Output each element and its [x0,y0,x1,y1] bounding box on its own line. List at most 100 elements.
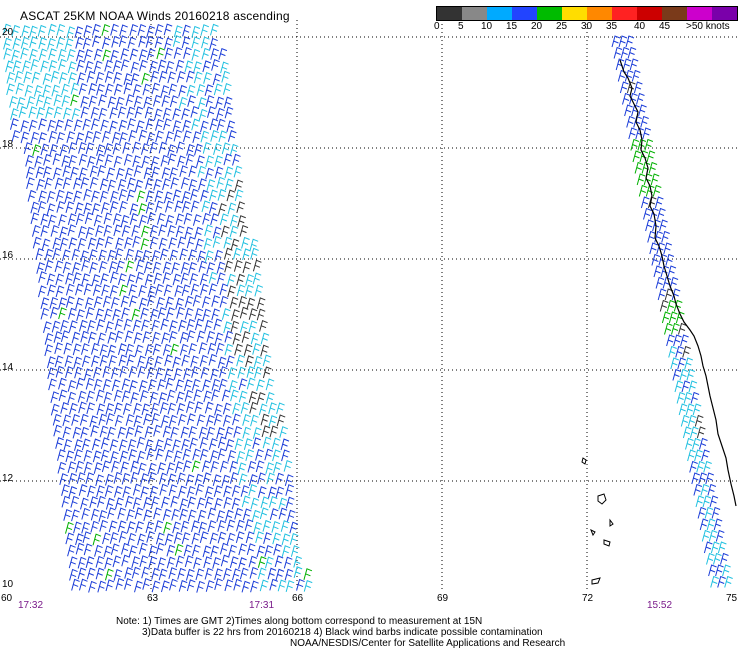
wind-barb [303,579,313,592]
wind-barb [126,106,136,119]
wind-barb [633,115,642,128]
wind-barb [208,271,218,284]
wind-barb [126,354,136,367]
legend-swatch-5 [562,7,587,20]
wind-barb [182,24,191,37]
legend-swatch-9 [662,7,687,20]
wind-barb [201,47,211,60]
wind-barb [200,130,210,143]
wind-barb [217,436,227,449]
wind-barb [47,37,56,50]
wind-barb [201,296,211,308]
wind-barb [10,108,19,120]
wind-barb [91,355,100,367]
wind-barb [234,438,244,450]
wind-barb [95,474,104,487]
wind-barb [197,165,207,178]
wind-barb [90,508,100,521]
wind-barb [154,520,164,532]
wind-barb [214,249,223,262]
wind-barb [95,308,105,321]
wind-barb [53,424,62,437]
wind-barb [65,283,75,296]
wind-barb [217,520,227,532]
wind-barb [219,283,229,296]
wind-barb [182,119,191,132]
wind-barb [68,556,78,569]
wind-barb [89,496,98,509]
wind-barb [90,520,100,533]
wind-barb [169,95,179,108]
wind-barb [177,236,187,249]
wind-barb [117,343,127,355]
wind-barb [70,82,80,95]
lon-tick-label: 72 [582,593,594,604]
wind-barb [123,82,133,95]
wind-barb [144,106,154,119]
wind-barb [23,142,33,154]
wind-barb [199,448,209,461]
wind-barb [146,48,156,61]
wind-barb [175,213,185,226]
wind-barb [119,450,129,463]
wind-barb [668,311,678,324]
wind-barb [104,557,113,570]
wind-barb [125,426,135,439]
wind-barb [260,332,270,345]
wind-barb [630,138,640,151]
wind-barb [720,552,729,565]
wind-barb [140,238,150,250]
wind-barb [110,271,119,284]
wind-barb [81,521,90,534]
wind-barb [45,106,54,119]
wind-barb [155,200,164,213]
wind-barb [38,271,47,283]
wind-barb [48,378,57,391]
wind-barb [253,521,262,534]
wind-barb [58,71,68,84]
wind-barb [65,366,74,378]
wind-barb [159,401,169,414]
wind-barb [225,509,234,522]
wind-barb [231,309,240,321]
wind-barb [204,250,214,263]
wind-barb [253,355,263,368]
wind-barb [152,261,162,274]
wind-barb [61,249,71,262]
wind-barb [220,61,229,74]
wind-barb [178,485,187,498]
wind-barb [254,366,263,379]
wind-barb [217,448,227,460]
wind-barb [172,120,182,132]
wind-barb [278,497,288,510]
lon-tick-label: 75 [726,593,738,604]
wind-barb [25,166,35,179]
wind-barb [212,474,222,487]
wind-barb [77,72,86,85]
wind-barb [173,368,183,380]
wind-barb [685,403,695,416]
wind-barb [698,472,707,485]
wind-barb [642,127,651,140]
wind-barb [86,70,96,83]
wind-barb [142,578,151,590]
wind-barb [145,118,155,130]
wind-barb [165,296,174,309]
wind-barb [254,284,264,297]
wind-barb [190,355,199,368]
wind-barb [107,507,116,520]
wind-barb [105,83,114,96]
wind-barb [33,84,43,97]
wind-barb [118,354,128,367]
wind-barb [101,284,110,297]
wind-barb [70,495,80,508]
wind-barb [125,94,135,106]
wind-barb [129,24,139,36]
wind-barb [177,155,186,168]
wind-barb [192,294,202,307]
wind-barb [153,178,162,191]
wind-barb [179,343,189,356]
wind-barb [55,189,65,202]
wind-barb [136,450,146,463]
wind-barb [117,507,127,520]
